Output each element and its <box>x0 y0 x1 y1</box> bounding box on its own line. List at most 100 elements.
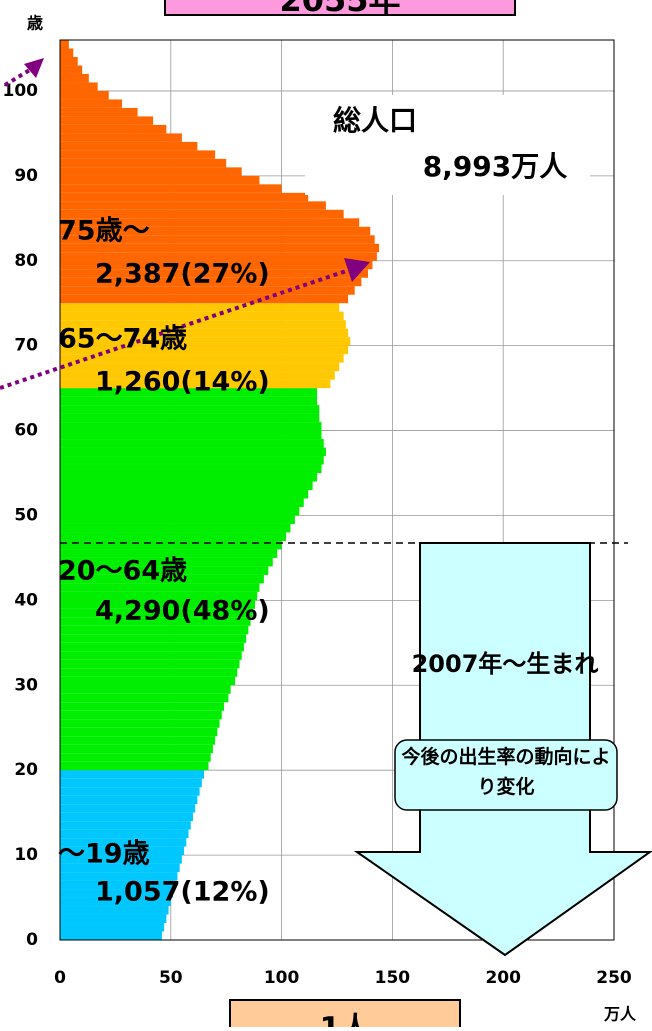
unit-label: 1人 <box>320 1012 371 1028</box>
y-tick-label: 70 <box>14 336 38 356</box>
bar <box>60 226 371 236</box>
bar <box>60 413 320 423</box>
bar <box>60 583 260 592</box>
total-title: 総人口 <box>333 104 417 137</box>
bar <box>60 150 216 159</box>
bar <box>60 65 83 74</box>
bar <box>60 651 242 660</box>
bar <box>60 753 211 762</box>
bar <box>60 787 200 796</box>
y-tick-label: 40 <box>14 590 38 610</box>
bar <box>60 192 309 202</box>
bar <box>60 617 251 626</box>
bar <box>60 863 180 873</box>
bar <box>60 473 318 482</box>
bar <box>60 396 318 406</box>
bar <box>60 855 182 864</box>
cohort-label: 2007年～生まれ <box>412 650 599 678</box>
title-box <box>164 0 516 16</box>
y-axis-label: 歳 <box>27 14 43 33</box>
x-tick-label: 100 <box>264 968 300 988</box>
bar <box>60 829 189 839</box>
y-tick-label: 90 <box>14 166 38 186</box>
bar <box>60 167 242 176</box>
group-total: 1,057(12%) <box>95 877 270 908</box>
bar <box>60 880 176 890</box>
bar <box>60 107 138 117</box>
x-axis-label: 万人 <box>603 1005 637 1024</box>
bar <box>60 362 340 372</box>
bar <box>60 778 202 788</box>
bar <box>60 303 340 312</box>
note: 今後の出生率の動向により変化 <box>401 746 611 798</box>
bar <box>60 498 304 507</box>
bar <box>60 124 167 134</box>
bar <box>60 456 324 465</box>
bar <box>60 693 229 703</box>
bar <box>60 659 240 669</box>
bar <box>60 90 109 100</box>
bar <box>60 872 178 881</box>
bar <box>60 379 331 389</box>
bar <box>60 354 344 363</box>
bar <box>60 889 174 898</box>
bar <box>60 260 373 270</box>
bar <box>60 286 355 295</box>
x-tick-label: 250 <box>596 968 632 988</box>
bar <box>60 328 349 338</box>
bar <box>60 422 322 431</box>
bar <box>60 82 98 91</box>
bar <box>60 931 162 940</box>
bar <box>60 846 185 856</box>
bar <box>60 574 264 584</box>
group-total: 4,290(48%) <box>95 596 270 627</box>
bar <box>60 685 231 694</box>
bar <box>60 311 344 321</box>
y-tick-label: 30 <box>14 675 38 695</box>
bar <box>60 625 249 635</box>
y-tick-label: 10 <box>14 845 38 865</box>
bar <box>60 914 167 924</box>
bar <box>60 294 349 304</box>
legend-label: 65～74歳 <box>58 324 187 355</box>
bar <box>60 736 216 745</box>
note-box <box>394 739 618 811</box>
y-tick-label: 80 <box>14 251 38 271</box>
bar <box>60 838 187 847</box>
bar <box>60 523 291 533</box>
bar <box>60 430 322 440</box>
bar <box>60 277 362 287</box>
bar <box>60 56 78 66</box>
bar <box>60 243 380 253</box>
bar <box>60 490 309 499</box>
unit-box <box>229 999 461 1031</box>
note-fo: 今後の出生率の動向により変化 <box>401 746 611 798</box>
bar <box>60 201 326 210</box>
bar <box>60 804 196 813</box>
bar <box>60 676 236 686</box>
bar <box>60 133 182 142</box>
x-tick-label: 150 <box>375 968 411 988</box>
bar <box>60 320 346 329</box>
y-tick-label: 60 <box>14 421 38 441</box>
bar <box>60 719 220 728</box>
x-tick-label: 50 <box>159 968 183 988</box>
bar <box>60 116 154 125</box>
bar <box>60 600 256 609</box>
y-tick-label: 100 <box>3 81 39 101</box>
bar <box>60 668 238 677</box>
y-tick-label: 0 <box>26 930 38 950</box>
bar <box>60 439 324 448</box>
bar <box>60 532 287 541</box>
bar <box>60 269 369 278</box>
chart-title: 2055年 <box>279 0 400 19</box>
trend-arrow-head <box>24 58 44 78</box>
bar <box>60 812 193 822</box>
bar <box>60 337 351 346</box>
trend-arrow-head <box>344 258 370 282</box>
bar <box>60 447 326 457</box>
bar <box>60 218 360 227</box>
bar <box>60 515 295 524</box>
bar <box>60 506 300 516</box>
